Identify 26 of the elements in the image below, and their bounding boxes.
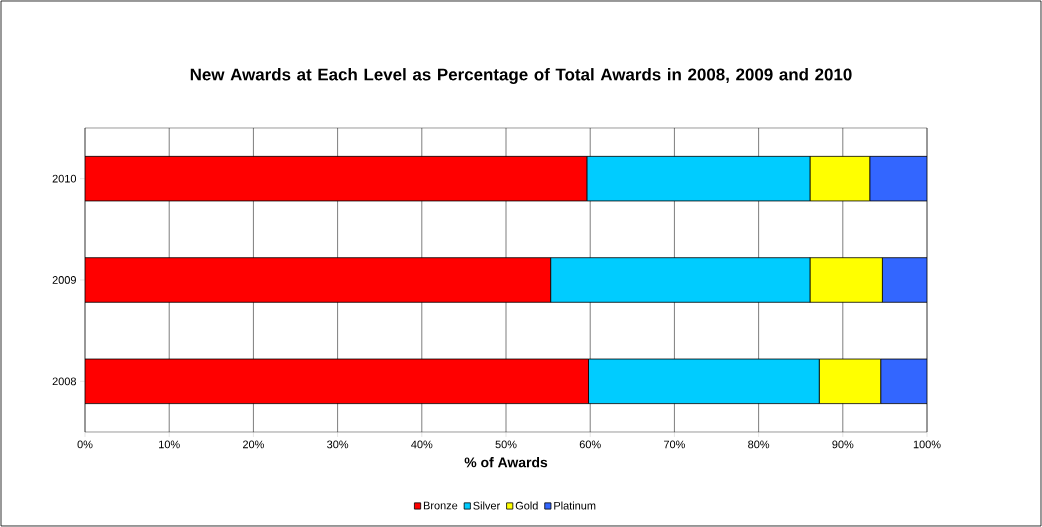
bar: [869, 155, 928, 202]
x-tick-label: 0%: [77, 440, 93, 449]
chart-title: New Awards at Each Level as Percentage of Total Awards in 2008, 2009 and 2010: [190, 68, 852, 84]
x-tick-label: 90%: [832, 440, 854, 449]
x-tick-label: 80%: [748, 440, 770, 449]
bar: [85, 358, 589, 405]
y-tick-label: 2010: [52, 174, 77, 183]
x-tick-label: 10%: [159, 440, 180, 449]
x-axis-title: % of Awards: [464, 457, 548, 468]
x-tick-label: 100%: [913, 440, 941, 449]
bar: [85, 257, 552, 303]
legend-label: Platinum: [554, 501, 596, 510]
legend-label: Gold: [515, 501, 538, 510]
y-tick-label: 2008: [52, 377, 76, 386]
bar: [880, 358, 928, 405]
x-tick-label: 40%: [411, 440, 433, 449]
x-tick-label: 30%: [327, 440, 349, 449]
legend-label: Bronze: [423, 501, 458, 510]
bar: [881, 257, 928, 303]
x-tick-label: 70%: [664, 440, 685, 449]
x-tick-label: 20%: [242, 440, 264, 449]
x-tick-label: 50%: [495, 440, 517, 449]
bar: [85, 155, 588, 202]
legend-label: Silver: [473, 501, 500, 510]
x-tick-label: 60%: [579, 440, 601, 449]
y-tick-label: 2009: [52, 276, 76, 284]
